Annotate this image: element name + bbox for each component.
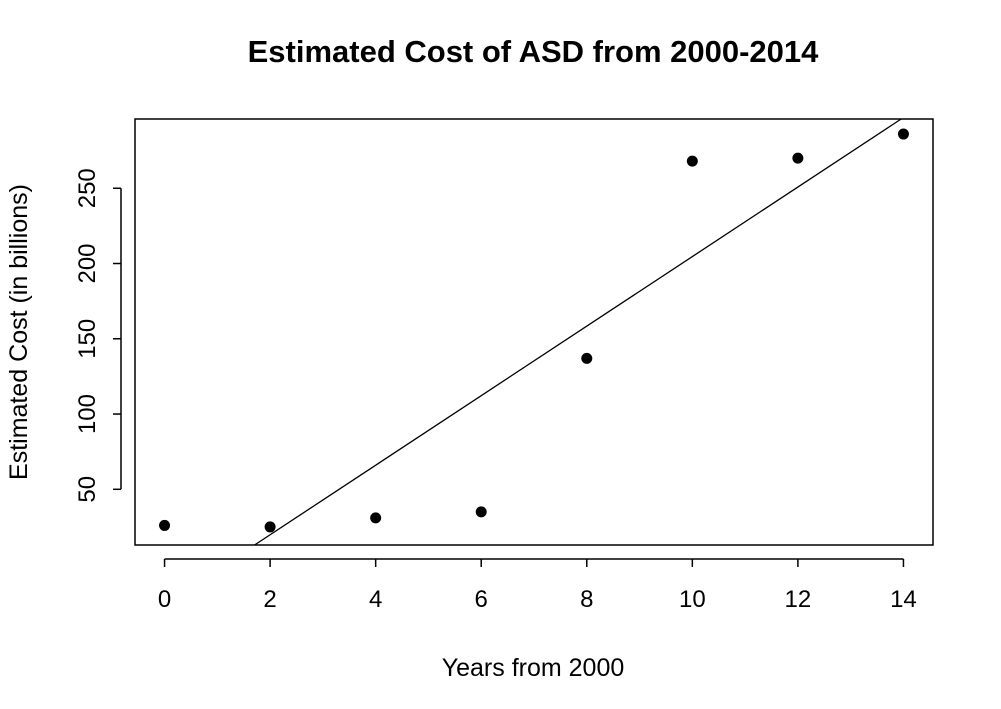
y-tick-label: 50	[74, 476, 101, 503]
y-tick-label: 100	[74, 394, 101, 434]
x-tick-label: 12	[785, 586, 812, 613]
x-tick-label: 8	[580, 586, 593, 613]
data-point	[897, 128, 909, 140]
x-tick-label: 10	[679, 586, 706, 613]
y-tick-label: 200	[74, 243, 101, 283]
data-point	[581, 352, 593, 364]
points-layer	[159, 128, 909, 533]
fit-line-layer	[254, 118, 902, 546]
x-axis: 0 2 4 6 8 10 12 14	[158, 558, 917, 613]
y-tick-label: 150	[74, 319, 101, 359]
plot-frame	[134, 118, 934, 546]
y-axis-label: Estimated Cost (in billions)	[5, 184, 33, 480]
x-tick-label: 14	[890, 586, 917, 613]
data-point	[264, 521, 276, 533]
y-axis: 50 100 150 200 250	[74, 168, 122, 503]
data-point	[792, 152, 804, 164]
x-tick-label: 2	[263, 586, 276, 613]
y-tick-label: 250	[74, 168, 101, 208]
x-axis-label: Years from 2000	[442, 654, 625, 682]
data-point	[475, 506, 487, 518]
x-tick-label: 4	[369, 586, 382, 613]
fit-line	[254, 118, 902, 546]
data-point	[686, 155, 698, 167]
x-tick-label: 0	[158, 586, 171, 613]
data-point	[370, 512, 382, 524]
chart-title: Estimated Cost of ASD from 2000-2014	[248, 34, 820, 69]
data-point	[159, 519, 171, 531]
x-tick-label: 6	[475, 586, 488, 613]
